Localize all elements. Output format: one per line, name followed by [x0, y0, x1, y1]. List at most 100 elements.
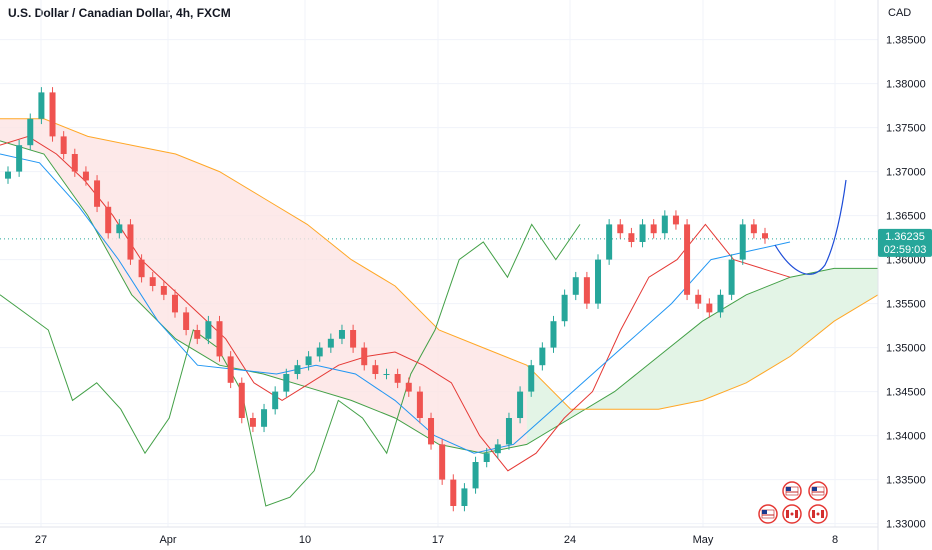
- candle: [494, 444, 501, 454]
- candle: [639, 224, 646, 242]
- candle: [539, 347, 546, 366]
- candle: [461, 488, 468, 506]
- x-tick-label: May: [693, 534, 714, 546]
- time-axis: 27 Apr 10 17 24 May 8: [0, 526, 878, 546]
- candle: [383, 374, 390, 375]
- flag-band: [812, 510, 815, 518]
- candle: [316, 347, 323, 357]
- ca-flag-icon[interactable]: [782, 504, 802, 524]
- candle: [138, 259, 145, 278]
- flag-canton: [762, 510, 767, 514]
- flag-band: [786, 510, 789, 518]
- lagging-span: [0, 223, 581, 507]
- candle: [183, 312, 190, 330]
- candle: [116, 224, 123, 234]
- x-tick-label: 27: [35, 534, 47, 546]
- candle: [572, 277, 579, 295]
- candle: [49, 92, 56, 137]
- candle: [505, 418, 512, 445]
- candle: [249, 418, 256, 427]
- candle: [483, 453, 490, 462]
- candle: [416, 391, 423, 418]
- candle: [105, 206, 112, 234]
- us-flag-icon[interactable]: [758, 504, 778, 524]
- candle: [305, 356, 312, 366]
- candle: [238, 382, 245, 418]
- y-tick-label: 1.34000: [886, 431, 926, 443]
- x-tick-label: 24: [564, 534, 576, 546]
- last-price-value: 1.36235: [885, 231, 925, 243]
- candle: [227, 356, 234, 383]
- candle: [617, 224, 624, 234]
- candle: [762, 233, 768, 239]
- y-tick-label: 1.36500: [886, 211, 926, 223]
- y-tick-label: 1.33500: [886, 475, 926, 487]
- candle: [628, 233, 635, 242]
- candle: [528, 365, 535, 392]
- leading-span-b: [0, 118, 879, 410]
- candle: [194, 330, 201, 339]
- y-tick-label: 1.35500: [886, 299, 926, 311]
- candle: [149, 277, 156, 286]
- candle: [327, 338, 334, 348]
- candle: [706, 303, 713, 313]
- flag-canton: [812, 487, 817, 491]
- candle: [60, 136, 67, 154]
- candle: [338, 330, 345, 339]
- candle: [739, 224, 746, 260]
- candle: [650, 224, 657, 234]
- y-tick-label: 1.37500: [886, 123, 926, 135]
- candle: [127, 224, 134, 260]
- x-tick-label: Apr: [159, 534, 176, 546]
- candle: [350, 330, 357, 348]
- us-flag-icon[interactable]: [808, 481, 828, 501]
- candle: [728, 259, 735, 295]
- candle: [261, 409, 268, 427]
- y-axis-unit: CAD: [888, 7, 911, 19]
- x-tick-label: 8: [832, 534, 838, 546]
- candle: [672, 215, 679, 225]
- candle: [472, 462, 479, 489]
- candle: [272, 391, 279, 410]
- candle: [517, 391, 524, 418]
- price-axis: 1.38500 1.38000 1.37500 1.37000 1.36500 1.360…: [877, 0, 926, 550]
- candle: [283, 374, 290, 392]
- candle: [717, 294, 724, 313]
- countdown-timer: 02:59:03: [884, 244, 927, 256]
- x-tick-label: 17: [432, 534, 444, 546]
- chart-title: U.S. Dollar / Canadian Dollar, 4h, FXCM: [8, 6, 231, 20]
- last-price-tag: [878, 228, 932, 257]
- y-tick-label: 1.38500: [886, 35, 926, 47]
- flag-leaf: [790, 512, 794, 516]
- candle: [171, 294, 178, 313]
- candle: [595, 259, 602, 304]
- candle: [27, 118, 34, 146]
- candle: [695, 294, 702, 304]
- flag-band: [795, 510, 798, 518]
- base-line: [0, 153, 791, 454]
- candle: [394, 374, 401, 383]
- ichimoku-cloud: [0, 118, 878, 454]
- candles: [5, 87, 768, 512]
- cloud-fill-bullish: [526, 268, 878, 445]
- event-icons: [758, 481, 828, 524]
- cloud-fill-bearish: [0, 118, 878, 454]
- candle: [294, 365, 301, 374]
- y-tick-label: 1.37000: [886, 167, 926, 179]
- candle: [205, 321, 212, 339]
- candle: [160, 286, 167, 295]
- candle: [82, 171, 89, 181]
- flag-band: [821, 510, 824, 518]
- ca-flag-icon[interactable]: [808, 504, 828, 524]
- candle: [684, 224, 691, 295]
- candle: [750, 224, 757, 234]
- y-tick-label: 1.34500: [886, 387, 926, 399]
- y-tick-label: 1.33000: [886, 519, 926, 531]
- y-tick-label: 1.38000: [886, 79, 926, 91]
- x-tick-label: 10: [299, 534, 311, 546]
- us-flag-icon[interactable]: [782, 481, 802, 501]
- flag-leaf: [816, 512, 820, 516]
- projection-curve: [774, 179, 847, 275]
